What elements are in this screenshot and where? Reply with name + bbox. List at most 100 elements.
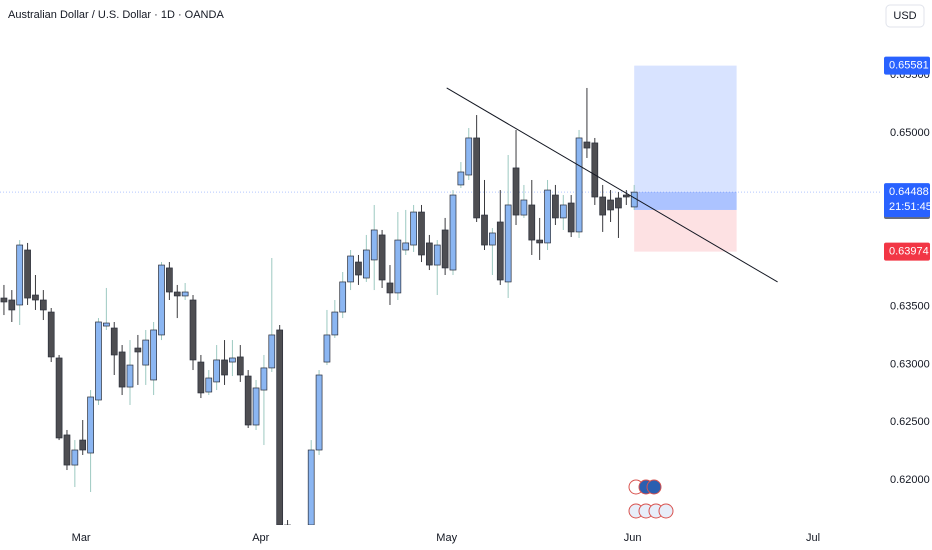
candle-body <box>276 329 284 525</box>
candle-body <box>441 229 449 269</box>
candle-body <box>544 189 551 244</box>
y-tick-label: 0.63500 <box>890 300 930 312</box>
candle-body <box>300 535 306 550</box>
candle-body <box>87 396 94 454</box>
candle-body <box>142 339 150 366</box>
candle-body <box>355 261 362 276</box>
x-tick-label: Jul <box>806 532 820 544</box>
candle-body <box>323 334 331 363</box>
trendline <box>446 87 778 283</box>
candle-body <box>378 234 386 281</box>
candle-body <box>512 167 520 216</box>
candle-body <box>410 211 417 246</box>
candle-body <box>591 142 599 198</box>
candle-body <box>47 311 55 358</box>
y-tick-label: 0.63000 <box>890 358 930 370</box>
candle-body <box>110 327 118 356</box>
candle-body <box>0 297 8 303</box>
candle-body <box>79 439 87 451</box>
candle-body <box>166 267 173 293</box>
stop-label: 0.63974 <box>889 246 929 258</box>
stop-label-box <box>884 242 930 261</box>
candle-body <box>370 229 378 261</box>
candle-body <box>622 194 630 198</box>
y-tick-label: 0.65000 <box>890 127 930 139</box>
candle-body <box>583 141 591 149</box>
x-tick-label: May <box>436 532 457 544</box>
candle-body <box>134 347 142 353</box>
candle-body <box>229 357 236 363</box>
candle-body <box>615 197 622 209</box>
chart-title: Australian Dollar / U.S. Dollar · 1D · O… <box>8 9 224 21</box>
candle-body <box>315 374 323 451</box>
current-price-label-box <box>884 183 930 218</box>
candle-body <box>260 367 268 391</box>
candle-body <box>39 299 47 311</box>
candle-body <box>528 204 536 241</box>
candle-body <box>118 351 126 388</box>
candle-body <box>103 322 110 327</box>
candle-body <box>559 204 567 219</box>
currency-button[interactable] <box>885 4 925 28</box>
current-price-label: 0.64488 <box>889 186 929 198</box>
candle-body <box>575 137 583 233</box>
y-tick-label: 0.62500 <box>890 416 930 428</box>
candle-body <box>221 359 228 376</box>
currency-label[interactable]: USD <box>893 10 916 22</box>
candle-body <box>496 221 504 281</box>
candle-body <box>189 299 197 361</box>
candle-body <box>347 255 354 283</box>
target-label-box <box>884 56 930 75</box>
candle-body <box>268 334 276 369</box>
candle-body <box>244 375 252 426</box>
candle-body <box>307 449 315 525</box>
candle-body <box>71 449 79 466</box>
candle-body <box>362 249 370 279</box>
candle-body <box>63 434 71 466</box>
y-tick-label: 0.62000 <box>890 474 930 486</box>
candle-body <box>426 242 433 266</box>
candle-body <box>32 294 39 301</box>
candle-body <box>552 194 559 219</box>
target-label: 0.65581 <box>889 60 929 72</box>
candle-body <box>284 524 291 525</box>
candle-body <box>481 214 488 246</box>
loss-zone <box>634 209 737 252</box>
candle-body <box>16 244 24 306</box>
candle-body <box>433 244 441 266</box>
candle-body <box>197 361 205 394</box>
candle-body <box>520 199 528 216</box>
event-icons <box>628 479 674 519</box>
candle-body <box>473 137 480 219</box>
x-tick-label: Apr <box>252 532 269 544</box>
candle-body <box>181 291 189 297</box>
candle-body <box>150 329 157 381</box>
candle-body <box>8 299 16 311</box>
candle-body <box>126 364 134 388</box>
candle-body <box>402 242 410 251</box>
candle-body <box>236 356 244 376</box>
candle-body <box>536 239 544 244</box>
candle-body <box>213 359 221 383</box>
candle-body <box>465 137 473 176</box>
candle-body <box>55 357 63 439</box>
candle-body <box>252 387 260 426</box>
profit-zone <box>634 65 737 210</box>
candle-body <box>457 171 465 186</box>
candle-body <box>489 232 496 246</box>
candle-body <box>95 321 102 401</box>
candle-body <box>599 196 607 216</box>
candle-body <box>607 199 614 211</box>
candle-body <box>449 194 457 271</box>
x-tick-label: Mar <box>72 532 91 544</box>
open-pnl-zone <box>634 192 737 210</box>
candle-body <box>339 281 347 313</box>
candle-body <box>331 311 339 336</box>
candle-body <box>394 239 402 294</box>
countdown: 21:51:45 <box>889 201 932 213</box>
candle-body <box>418 211 425 256</box>
plot-area <box>0 65 880 550</box>
candle-body <box>504 204 512 283</box>
candle-body <box>173 291 181 297</box>
